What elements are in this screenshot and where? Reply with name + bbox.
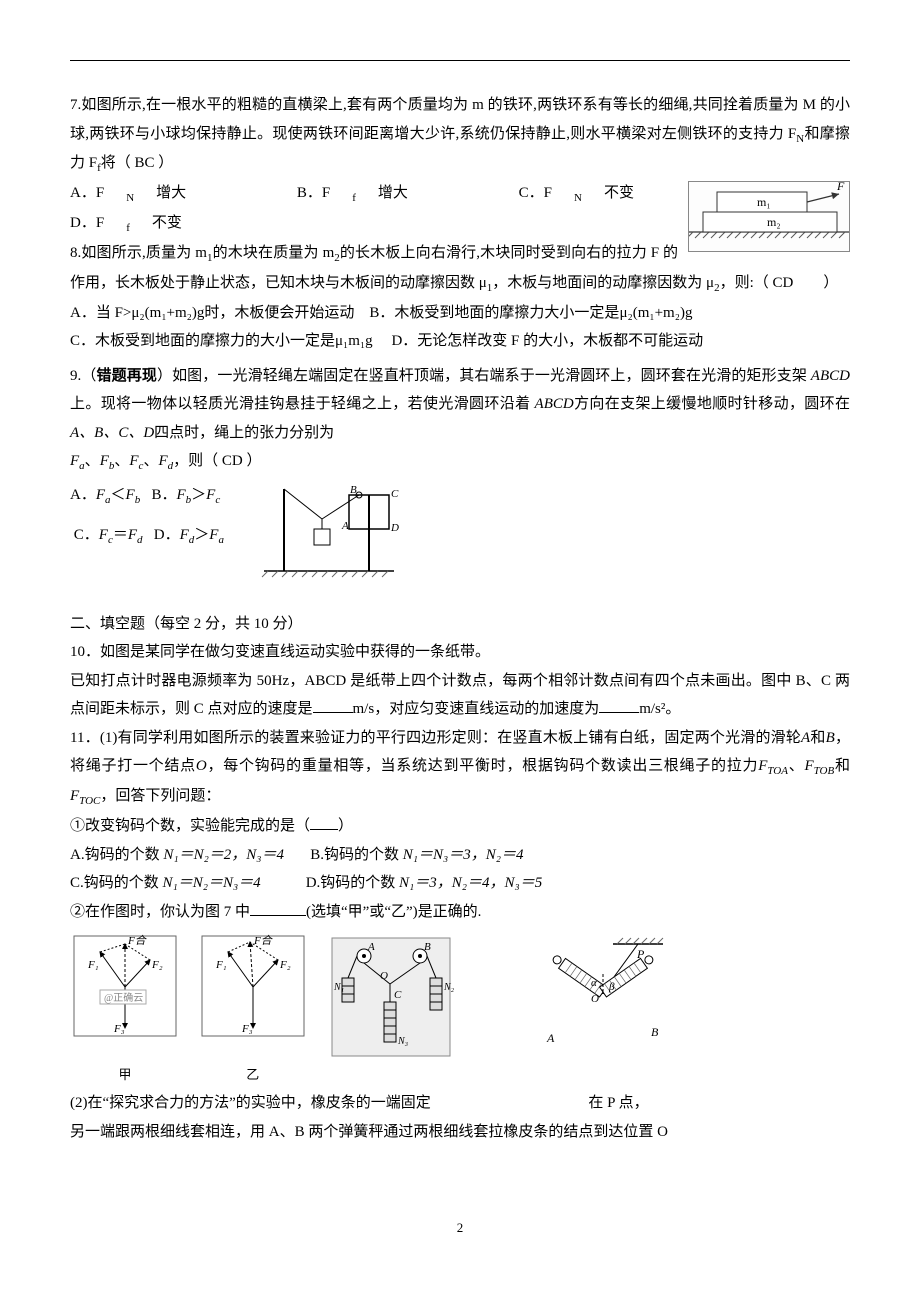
svg-text:N₂: N₂ [443,982,455,993]
svg-text:B: B [651,1025,659,1039]
watermark-text: @正确云 [104,991,143,1004]
q8-m2-label: m₂ [767,215,781,229]
q9-b: B．Fb＞Fc [151,487,220,503]
svg-text:C: C [394,989,402,1001]
q11-opt-a: A.钩码的个数 N₁＝N₂＝2，N₃＝4 [70,847,284,863]
svg-text:N₁: N₁ [333,982,344,993]
svg-text:O: O [380,970,388,982]
svg-text:F合: F合 [253,934,274,947]
q9-d: D．Fd＞Fa [154,527,224,543]
fig-yi: F₁ F₂ F合 F₃ 乙 [198,932,308,1087]
q9-text: 9.（错题再现）如图，一光滑轻绳左端固定在竖直杆顶端，其右端系于一光滑圆环上，圆… [70,362,850,448]
q11-opts-cd: C.钩码的个数 N₁＝N₂＝N₃＝4 D.钩码的个数 N₁＝3，N₂＝4，N₃＝… [70,869,850,898]
q8-opts-cd: C．木板受到地面的摩擦力的大小一定是μ₁m₁g D．无论怎样改变 F 的大小，木… [70,327,850,356]
q7-body: 7.如图所示,在一根水平的粗糙的直横梁上,套有两个质量均为 m 的铁环,两铁环系… [70,97,850,142]
q7-choice-d: D．Ff不变 [70,209,204,239]
svg-text:F₂: F₂ [279,959,291,971]
q9-bold: 错题再现 [96,368,156,384]
page-number: 2 [70,1216,850,1241]
svg-text:F₃: F₃ [241,1023,253,1035]
svg-text:β: β [608,981,615,993]
q9-forces: Fa、Fb、Fc、Fd，则（ CD ） [70,447,850,477]
q10-blank2 [599,697,639,713]
svg-text:A: A [341,520,349,532]
q7-text: 7.如图所示,在一根水平的粗糙的直横梁上,套有两个质量均为 m 的铁环,两铁环系… [70,91,850,179]
section2-heading: 二、填空题（每空 2 分，共 10 分） [70,610,850,639]
q7-choice-a: A．FN增大 [70,179,208,209]
svg-text:B: B [424,941,431,953]
q7-choice-b: B．Ff增大 [297,179,430,209]
q9-figure: A B C D [254,481,404,592]
svg-text:N₃: N₃ [397,1036,409,1047]
q7-choice-c: C．FN不变 [519,179,656,209]
q11-q1-blank [310,814,338,830]
q11-opts-ab: A.钩码的个数 N₁＝N₂＝2，N₃＝4 B.钩码的个数 N₁＝N₃＝3，N₂＝… [70,841,850,870]
svg-text:F₁: F₁ [87,959,99,971]
q8-figure: m₂ m₁ F [688,181,850,252]
q11-opt-d: D.钩码的个数 N₁＝3，N₂＝4，N₃＝5 [306,875,543,891]
q11-q2-blank [250,900,306,916]
svg-text:A: A [367,941,375,953]
q11-opt-b: B.钩码的个数 N₁＝N₃＝3，N₂＝4 [310,847,523,863]
top-rule [70,60,850,61]
q7-sub-n: N [796,133,804,145]
svg-text:α: α [591,977,597,989]
svg-text:O: O [591,993,599,1005]
svg-text:F₂: F₂ [151,959,163,971]
svg-text:D: D [390,522,399,534]
q8-m1-label: m₁ [757,195,771,209]
q11-p1: 11．(1)有同学利用如图所示的装置来验证力的平行四边形定则：在竖直木板上铺有白… [70,724,850,812]
q8-F-label: F [836,182,845,193]
q8-a: A．当 F>μ₂(m₁+m₂)g时，木板便会开始运动 [70,305,354,321]
q8-opts-ab: A．当 F>μ₂(m₁+m₂)g时，木板便会开始运动 B．木板受到地面的摩擦力大… [70,299,850,328]
q8-d: D．无论怎样改变 F 的大小，木板都不可能运动 [391,333,703,349]
cap-jia: 甲 [70,1063,180,1088]
fig-pulley: A B O C N₁ N₂ N₃ [326,932,456,1073]
svg-text:F合: F合 [127,934,148,947]
q9-c: C．Fc＝Fd [74,527,143,543]
q10-blank1 [313,697,353,713]
cap-yi: 乙 [198,1063,308,1088]
q11-p2: (2)在“探究求合力的方法”的实验中，橡皮条的一端固定 在 P 点， [70,1089,850,1118]
q11-p2c: 另一端跟两根细线套相连，用 A、B 两个弹簧秤通过两根细线套拉橡皮条的结点到达位… [70,1118,850,1147]
fig-springs: P α β A B O [513,932,683,1073]
q10-l1: 10．如图是某同学在做匀变速直线运动实验中获得的一条纸带。 [70,638,850,667]
q11-opt-c: C.钩码的个数 N₁＝N₂＝N₃＝4 [70,875,261,891]
svg-text:C: C [391,488,399,500]
q11-q1: ①改变钩码个数，实验能完成的是（） [70,812,850,841]
fig-jia: F₁ F₂ F合 F₃ @正确云 甲 [70,932,180,1087]
svg-text:A: A [546,1031,555,1045]
q11-figure-row: F₁ F₂ F合 F₃ @正确云 甲 F₁ F₂ F合 F₃ 乙 [70,932,850,1087]
q8-c: C．木板受到地面的摩擦力的大小一定是μ₁m₁g [70,333,373,349]
q9-a: A．Fa＜Fb [70,487,140,503]
q11-q2: ②在作图时，你认为图 7 中(选填“甲”或“乙”)是正确的. [70,898,850,927]
q7-body3: 将（ BC ） [101,155,174,171]
q9-choices: A．Fa＜Fb B．Fb＞Fc C．Fc＝Fd D．Fd＞Fa [70,481,224,551]
svg-text:F₁: F₁ [215,959,227,971]
q8-b: B．木板受到地面的摩擦力大小一定是μ₂(m₁+m₂)g [369,305,692,321]
q10-l2: 已知打点计时器电源频率为 50Hz，ABCD 是纸带上四个计数点，每两个相邻计数… [70,667,850,724]
svg-text:F₃: F₃ [113,1023,125,1035]
